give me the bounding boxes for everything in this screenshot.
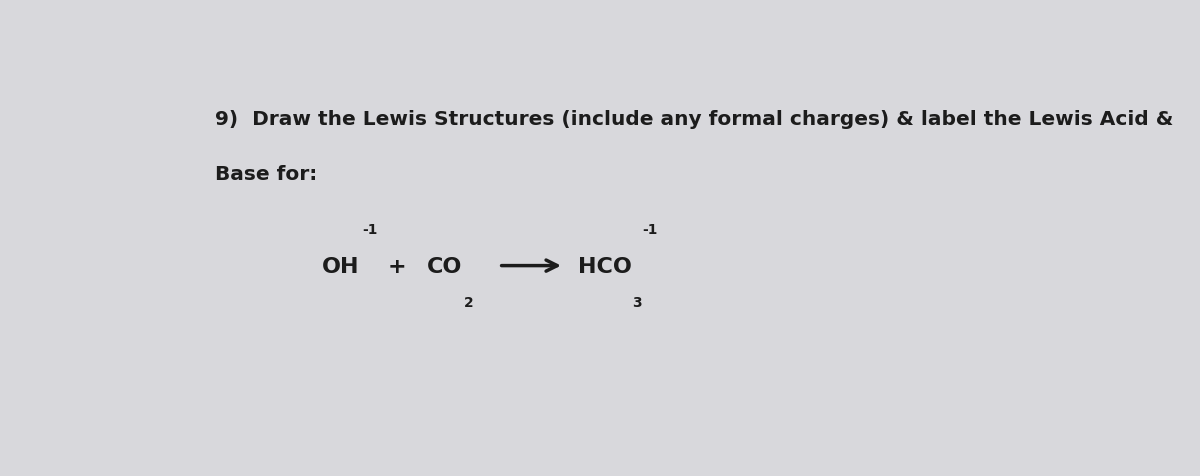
Text: 2: 2: [464, 296, 474, 310]
Text: Base for:: Base for:: [215, 165, 317, 184]
Text: 9)  Draw the Lewis Structures (include any formal charges) & label the Lewis Aci: 9) Draw the Lewis Structures (include an…: [215, 110, 1174, 129]
Text: -1: -1: [642, 222, 658, 237]
Text: OH: OH: [322, 256, 360, 276]
Text: +: +: [388, 256, 406, 276]
Text: -1: -1: [362, 222, 378, 237]
Text: CO: CO: [427, 256, 462, 276]
Text: 3: 3: [631, 296, 641, 310]
Text: HCO: HCO: [578, 256, 631, 276]
